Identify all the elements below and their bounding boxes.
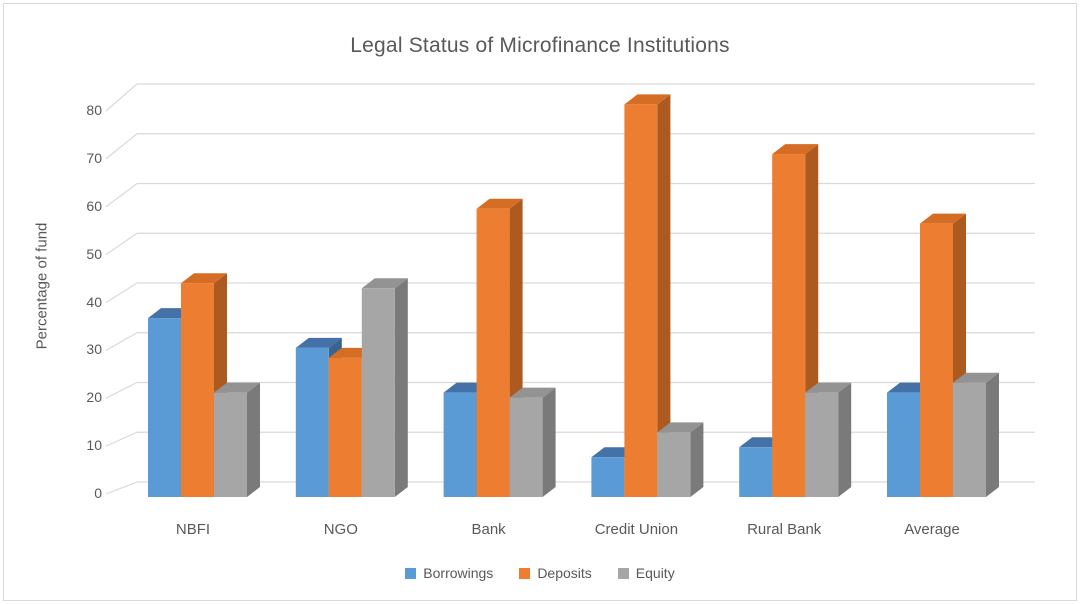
- bar-deposits-ngo: [328, 357, 362, 497]
- bar-equity-nbfi: [214, 392, 247, 497]
- tick-connector-20: [105, 381, 138, 399]
- tick-connector-80: [105, 83, 138, 112]
- bar-borrowings-ngo: [295, 347, 329, 497]
- bar-equity-ngo: [361, 288, 395, 497]
- bar-deposits-bank-top: [476, 198, 523, 209]
- bar-deposits-credit-union-side: [657, 94, 671, 498]
- tick-connector-50: [105, 232, 138, 256]
- tick-connector-10: [105, 431, 138, 447]
- bar-equity-nbfi-top: [214, 382, 260, 393]
- bar-borrowings-bank: [443, 392, 477, 497]
- bar-equity-average-side: [986, 372, 999, 497]
- x-label-ngo: NGO: [323, 521, 358, 538]
- legend-label-borrowings: Borrowings: [423, 565, 494, 581]
- y-tick-0: 0: [94, 485, 102, 501]
- bar-deposits-nbfi: [181, 283, 214, 497]
- y-tick-30: 30: [86, 341, 102, 358]
- x-label-credit-union: Credit Union: [594, 521, 679, 538]
- legend: Borrowings Deposits Equity: [0, 565, 1080, 581]
- tick-connector-60: [105, 183, 138, 208]
- bar-deposits-average: [920, 223, 953, 497]
- legend-label-equity: Equity: [635, 565, 675, 581]
- tick-connector-30: [105, 332, 138, 351]
- bar-equity-ngo-side: [394, 278, 408, 497]
- bar-equity-credit-union-top: [657, 422, 704, 433]
- legend-swatch-borrowings: [405, 567, 417, 579]
- bar-equity-credit-union-side: [690, 422, 704, 497]
- legend-item-equity: Equity: [617, 565, 675, 581]
- y-tick-50: 50: [86, 245, 102, 262]
- x-label-nbfi: NBFI: [175, 521, 211, 538]
- bar-equity-rural-bank: [805, 392, 839, 497]
- legend-item-borrowings: Borrowings: [405, 565, 493, 581]
- x-label-bank: Bank: [471, 521, 506, 538]
- legend-label-deposits: Deposits: [537, 565, 592, 581]
- tick-connector-70: [105, 133, 138, 160]
- y-tick-60: 60: [86, 197, 102, 214]
- bar-borrowings-average: [887, 392, 920, 497]
- bar-equity-nbfi-side: [247, 382, 260, 497]
- chart-title: Legal Status of Microfinance Institution…: [350, 34, 730, 57]
- bar-equity-average: [953, 382, 986, 497]
- bar-equity-average-top: [953, 372, 999, 383]
- bar-equity-bank-top: [509, 387, 556, 398]
- bar-equity-rural-bank-top: [805, 382, 852, 393]
- bar-borrowings-ngo-top: [295, 337, 342, 348]
- bar-deposits-credit-union-top: [624, 94, 671, 105]
- tick-connector-40: [105, 282, 138, 304]
- bar-deposits-average-top: [920, 213, 966, 224]
- y-tick-70: 70: [86, 149, 102, 166]
- bar-borrowings-nbfi: [148, 318, 181, 497]
- bar-equity-bank-side: [542, 387, 556, 497]
- bar-deposits-credit-union: [624, 104, 658, 498]
- bar-equity-credit-union: [657, 432, 691, 497]
- y-tick-10: 10: [86, 437, 102, 454]
- bar-deposits-rural-bank: [772, 154, 806, 497]
- y-tick-40: 40: [86, 293, 102, 310]
- bar-borrowings-credit-union: [591, 457, 625, 497]
- x-label-rural-bank: Rural Bank: [747, 521, 822, 538]
- bar-deposits-bank: [476, 208, 510, 498]
- tick-connector-0: [105, 481, 138, 495]
- legend-item-deposits: Deposits: [519, 565, 592, 581]
- bar-borrowings-rural-bank: [739, 447, 773, 497]
- bar-deposits-rural-bank-top: [772, 144, 819, 155]
- bar-deposits-nbfi-top: [181, 273, 227, 284]
- y-tick-80: 80: [86, 102, 102, 118]
- bar-equity-ngo-top: [361, 278, 408, 289]
- legend-swatch-deposits: [519, 567, 531, 579]
- bar-equity-bank: [509, 397, 543, 497]
- y-tick-20: 20: [86, 389, 102, 406]
- bar-equity-rural-bank-side: [838, 382, 852, 497]
- legend-swatch-equity: [617, 567, 629, 579]
- x-label-average: Average: [904, 521, 960, 538]
